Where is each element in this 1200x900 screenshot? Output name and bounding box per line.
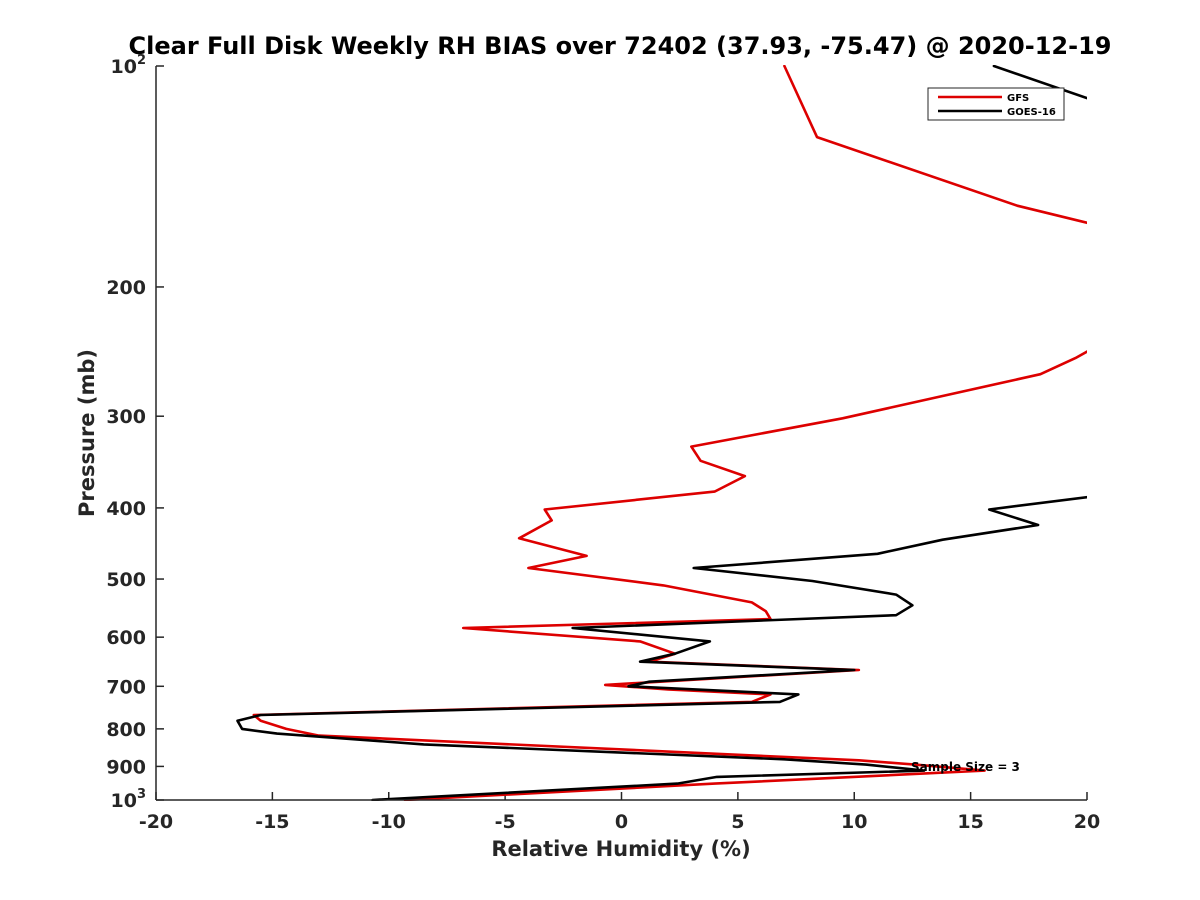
y-tick-label: 700 [106, 676, 146, 698]
x-axis-label: Relative Humidity (%) [491, 837, 750, 861]
chart-title: Clear Full Disk Weekly RH BIAS over 7240… [129, 32, 1112, 60]
y-tick-label: 900 [106, 756, 146, 778]
x-tick-label: -5 [495, 811, 516, 833]
sample-size-annotation: Sample Size = 3 [911, 760, 1020, 774]
x-tick-label: 5 [731, 811, 744, 833]
series-layer [236, 65, 1087, 801]
y-tick-label: 500 [106, 569, 146, 591]
y-tick-label: 102 [111, 53, 147, 78]
y-axis-label: Pressure (mb) [75, 349, 99, 517]
y-tick-label: 103 [111, 787, 147, 812]
legend-label-goes16: GOES-16 [1007, 107, 1056, 118]
legend: GFS GOES-16 [927, 87, 1065, 121]
legend-label-gfs: GFS [1007, 93, 1029, 104]
x-tick-label: -10 [372, 811, 406, 833]
y-tick-label: 300 [106, 406, 146, 428]
x-tick-label: -15 [255, 811, 289, 833]
x-tick-label: 10 [841, 811, 867, 833]
y-tick-label: 400 [106, 498, 146, 520]
series-line-goes16 [236, 65, 1087, 801]
y-tick-label: 200 [106, 277, 146, 299]
legend-box [927, 87, 1065, 121]
x-tick-label: 0 [615, 811, 628, 833]
x-tick-label: 15 [957, 811, 983, 833]
series-line-gfs [252, 65, 1087, 801]
y-tick-label: 600 [106, 627, 146, 649]
x-tick-label: 20 [1074, 811, 1100, 833]
y-tick-label: 800 [106, 719, 146, 741]
axis-ticks: -20 -15 -10 -5 0 5 10 15 20 102 200 300 400 500 600 700… [106, 53, 1100, 833]
x-tick-label: -20 [139, 811, 173, 833]
